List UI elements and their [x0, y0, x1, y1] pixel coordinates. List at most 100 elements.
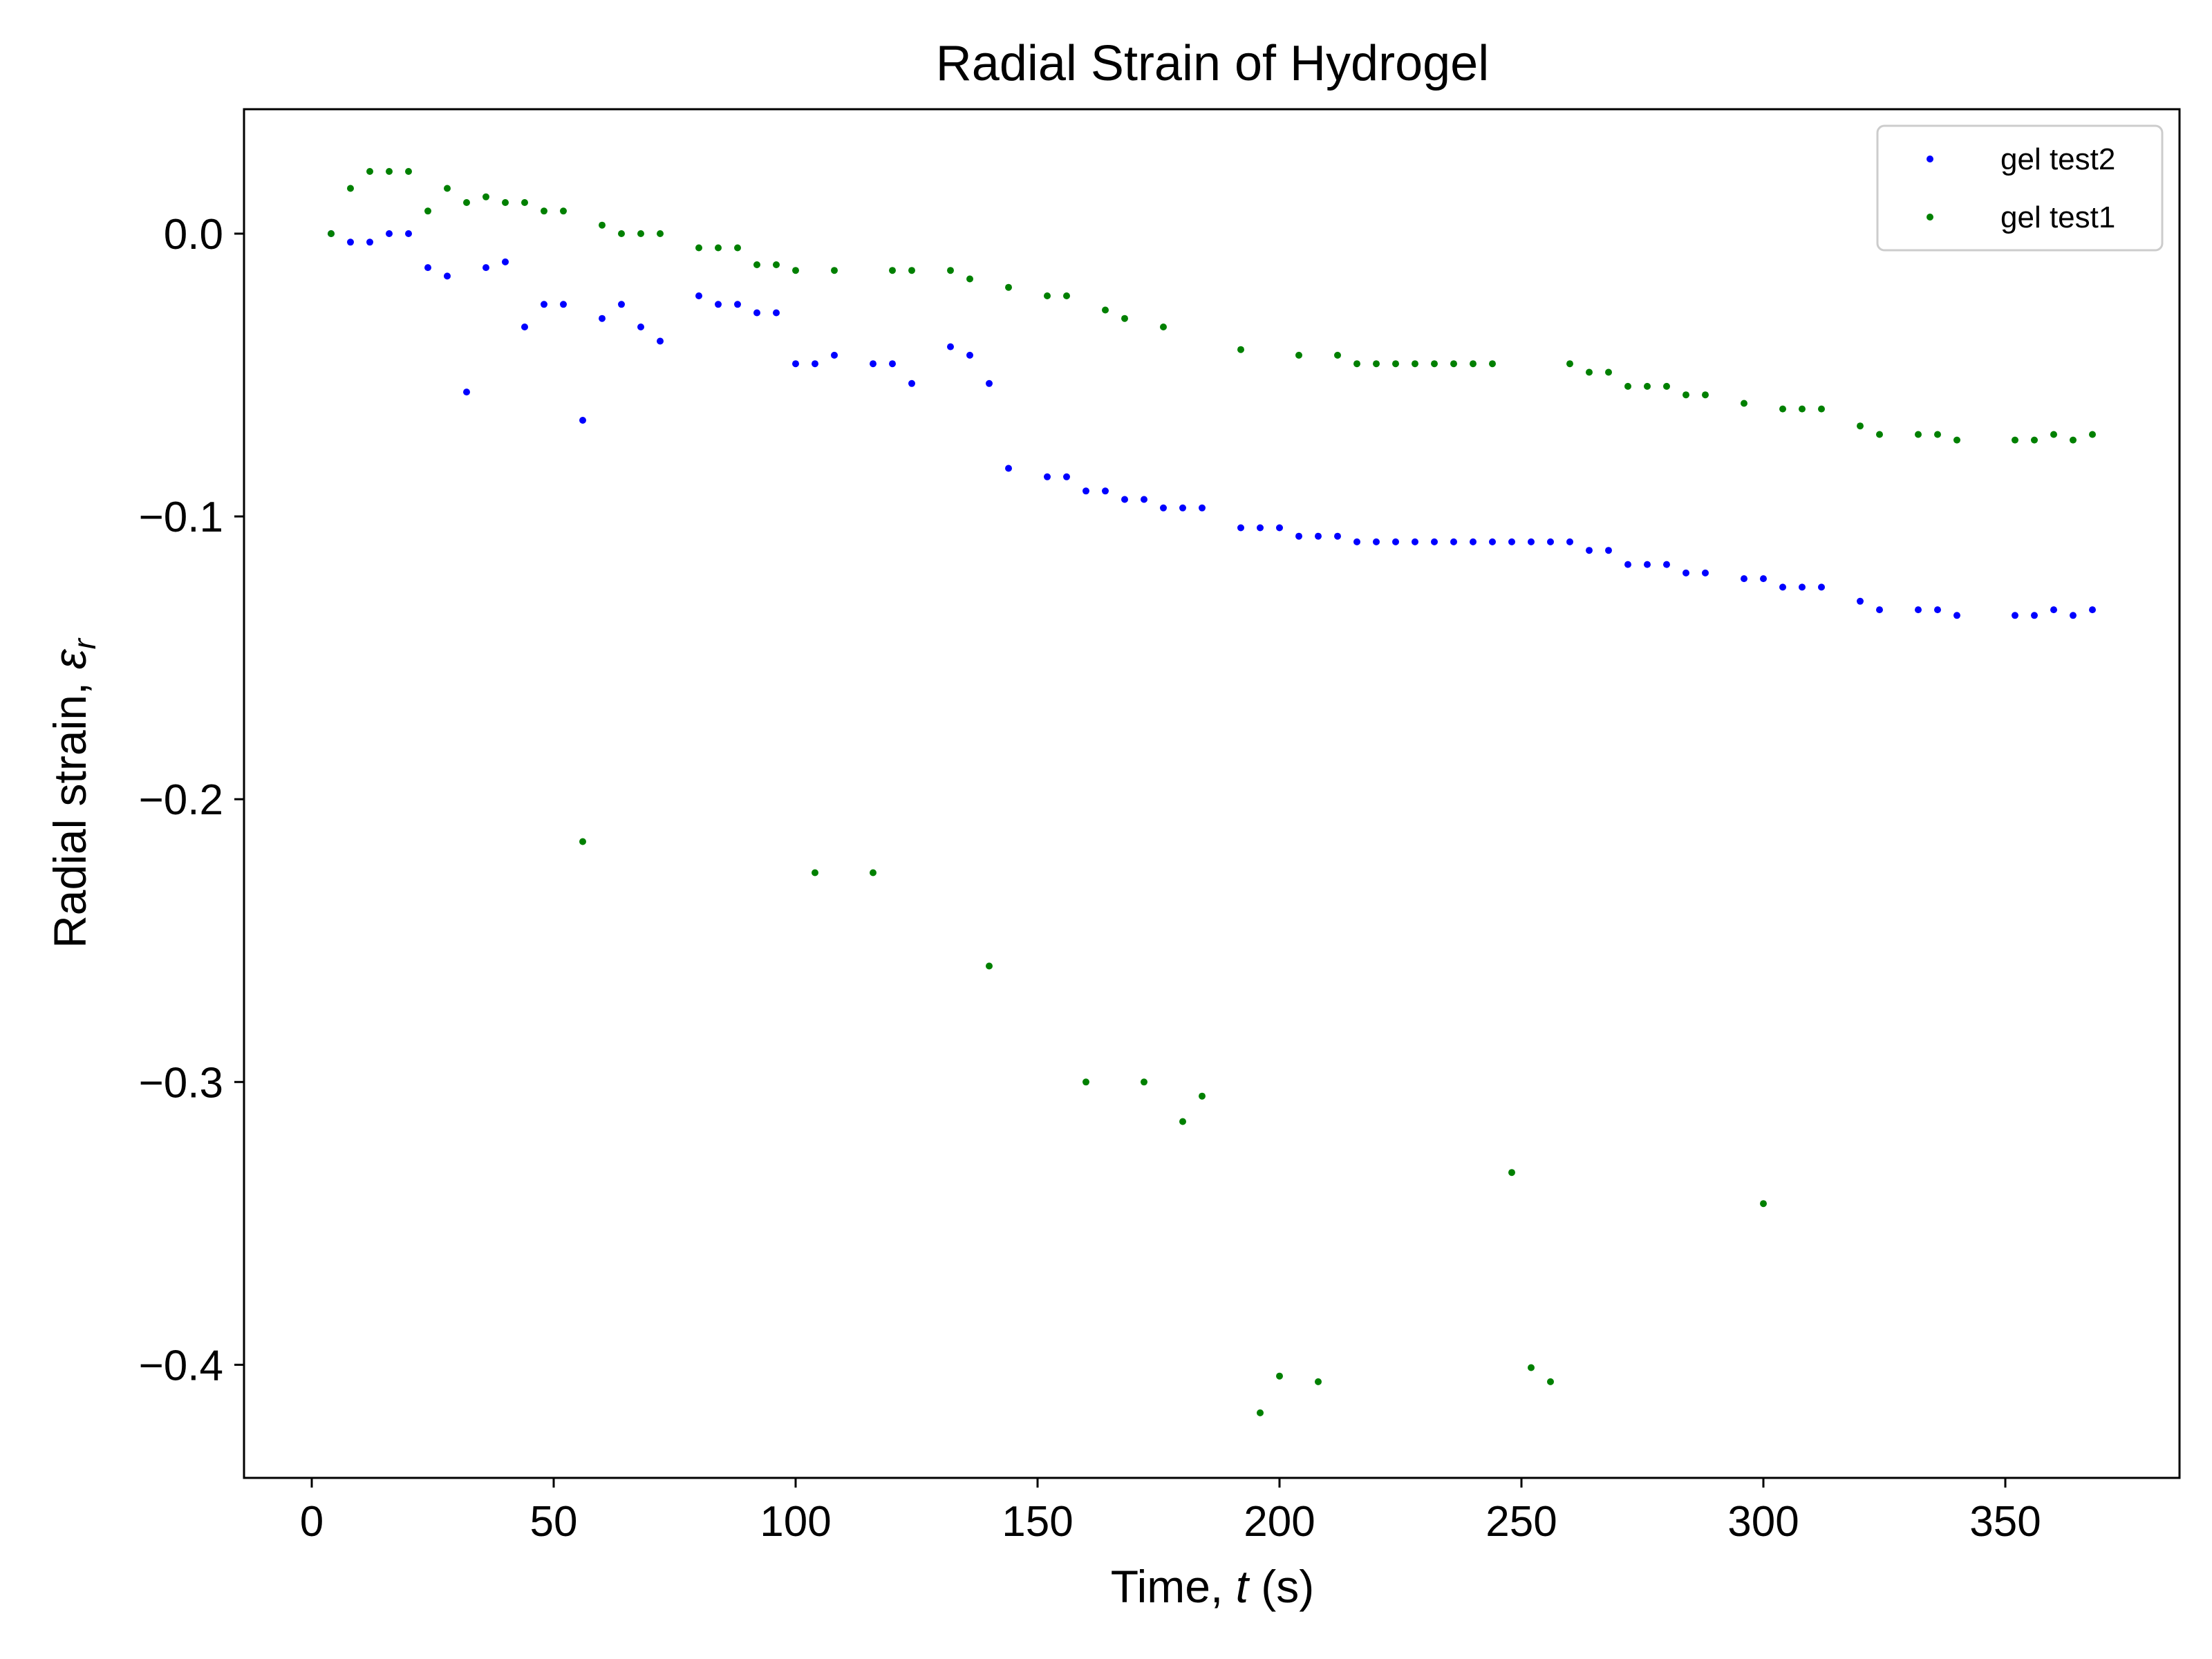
data-point: [1934, 606, 1941, 614]
data-point: [1315, 1378, 1322, 1385]
data-point: [1005, 283, 1012, 291]
data-point: [1295, 532, 1302, 540]
data-point: [1683, 391, 1689, 399]
x-tick-label: 200: [1244, 1498, 1315, 1546]
data-point: [1295, 351, 1302, 359]
data-point: [1489, 538, 1496, 545]
data-point: [1431, 360, 1438, 368]
legend: gel test2 gel test1: [1876, 124, 2164, 252]
data-point: [541, 207, 547, 215]
data-point: [947, 267, 954, 274]
data-point: [1276, 1372, 1283, 1380]
data-point: [1237, 524, 1244, 532]
x-tick-label: 0: [300, 1498, 324, 1546]
plot-area: [328, 168, 2096, 1416]
data-point: [1353, 538, 1360, 545]
data-point: [1334, 351, 1341, 359]
data-point: [657, 230, 664, 237]
data-point: [1818, 583, 1825, 591]
legend-label-gel-test2: gel test2: [2000, 142, 2115, 176]
data-point: [1760, 1200, 1767, 1208]
x-tick-label: 350: [1969, 1498, 2041, 1546]
data-point: [753, 261, 760, 268]
data-point: [1160, 324, 1167, 330]
data-point: [1779, 405, 1786, 413]
data-point: [1528, 538, 1535, 545]
data-point: [1005, 465, 1012, 472]
data-point: [1257, 1409, 1264, 1416]
data-point: [657, 337, 664, 345]
data-point: [1450, 360, 1457, 368]
data-point: [2070, 612, 2077, 619]
data-point: [366, 238, 373, 246]
data-point: [1566, 538, 1573, 545]
data-point: [773, 309, 780, 317]
legend-marker-gel-test1: [1927, 214, 1933, 221]
data-point: [1586, 368, 1593, 376]
data-point: [1741, 400, 1747, 407]
data-point: [347, 185, 354, 192]
data-point: [1799, 405, 1806, 413]
data-point: [405, 168, 412, 175]
data-point: [1044, 292, 1051, 299]
data-point: [1353, 360, 1360, 368]
y-tick-label: −0.1: [139, 494, 223, 541]
data-point: [947, 343, 954, 350]
data-point: [1063, 473, 1070, 480]
data-point: [1470, 360, 1477, 368]
data-point: [792, 360, 799, 368]
data-point: [618, 301, 625, 308]
data-point: [1953, 612, 1960, 619]
data-point: [599, 221, 606, 229]
data-point: [1141, 496, 1147, 503]
data-point: [1779, 583, 1786, 591]
data-point: [1663, 561, 1670, 568]
data-point: [2070, 436, 2077, 444]
x-tick-label: 150: [1002, 1498, 1073, 1546]
data-point: [386, 168, 393, 175]
data-point: [1818, 405, 1825, 413]
data-point: [560, 207, 567, 215]
data-point: [1605, 547, 1612, 554]
data-point: [541, 301, 547, 308]
data-point: [637, 230, 644, 237]
data-point: [560, 301, 567, 308]
data-point: [908, 267, 915, 274]
y-axis-label: Radial strain, εr: [44, 637, 102, 948]
data-point: [1179, 504, 1186, 512]
data-point: [812, 360, 818, 368]
data-point: [2050, 606, 2057, 614]
data-point: [1412, 538, 1418, 545]
data-point: [734, 244, 741, 252]
data-point: [502, 258, 509, 265]
data-point: [328, 230, 335, 237]
data-point: [1141, 1078, 1147, 1086]
data-point: [1760, 575, 1767, 583]
data-point: [1237, 346, 1244, 353]
data-point: [1276, 524, 1283, 532]
data-point: [986, 379, 993, 387]
data-point: [773, 261, 780, 268]
data-point: [1334, 532, 1341, 540]
data-point: [521, 199, 528, 206]
series-gel-test1: [328, 168, 2096, 1416]
data-point: [1412, 360, 1418, 368]
data-point: [1121, 315, 1128, 322]
data-point: [1547, 1378, 1554, 1385]
data-point: [695, 244, 702, 252]
data-point: [753, 309, 760, 317]
legend-label-gel-test1: gel test1: [2000, 200, 2115, 234]
data-point: [1373, 538, 1380, 545]
data-point: [1063, 292, 1070, 299]
x-tick-label: 300: [1727, 1498, 1799, 1546]
data-point: [1044, 473, 1051, 480]
data-point: [695, 292, 702, 299]
data-point: [889, 267, 896, 274]
data-point: [1915, 431, 1922, 438]
data-point: [1199, 1092, 1206, 1100]
data-point: [1547, 538, 1554, 545]
data-point: [1508, 538, 1515, 545]
data-point: [812, 869, 818, 877]
data-point: [870, 360, 877, 368]
data-point: [463, 388, 470, 396]
